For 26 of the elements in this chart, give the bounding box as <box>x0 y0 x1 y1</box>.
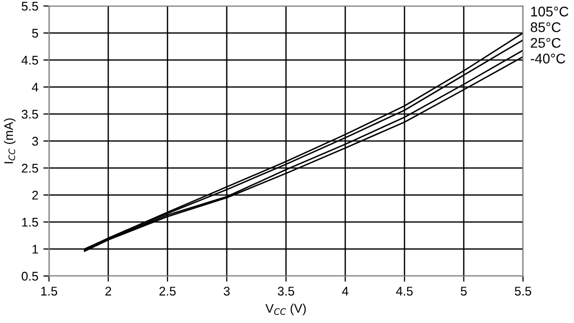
x-tick-label: 4 <box>342 286 348 296</box>
y-tick-label: 1.5 <box>22 218 38 227</box>
x-axis-title: V$_{CC}$ (V) <box>265 304 306 316</box>
x-tick-label: 2 <box>105 286 112 296</box>
y-tick-label: 5.5 <box>22 2 38 11</box>
x-tick-label: 1.5 <box>41 286 58 296</box>
x-tick-label: 3.5 <box>278 286 294 296</box>
x-tick-label: 3 <box>224 286 230 296</box>
x-tick-label: 5 <box>460 286 467 296</box>
x-tick-label: 2.5 <box>159 286 176 296</box>
y-tick-label: 4 <box>32 82 38 92</box>
series-label: 85°C <box>530 22 561 32</box>
y-tick-label: 3.5 <box>22 110 38 119</box>
y-tick-label: 2 <box>32 190 38 200</box>
x-tick-label: 4.5 <box>396 286 413 296</box>
y-axis-title: I$_{CC}$ (mA) <box>4 118 16 164</box>
series-label: -40°C <box>530 54 566 64</box>
x-tick-label: 5.5 <box>514 286 532 296</box>
y-tick-label: 1 <box>32 244 38 254</box>
y-tick-label: 2.5 <box>22 164 38 173</box>
y-tick-label: 4.5 <box>21 56 38 65</box>
y-tick-label: 3 <box>32 136 38 146</box>
y-tick-label: 0.5 <box>22 272 38 281</box>
series-label: 105°C <box>531 6 568 16</box>
series-label: 25°C <box>530 38 561 48</box>
y-tick-label: 5 <box>32 28 38 38</box>
